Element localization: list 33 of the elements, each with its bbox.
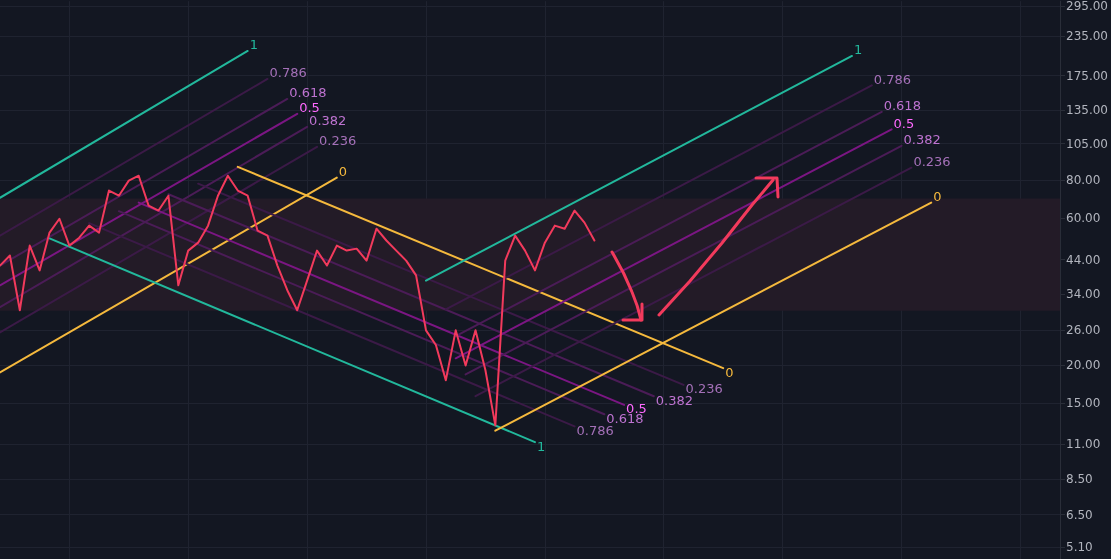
series-label: 0.786 (873, 71, 911, 87)
series-label: 0.236 (319, 133, 357, 149)
series-label: 0.236 (913, 154, 951, 170)
y-tick-label: 26.00 (1066, 322, 1101, 337)
series-label: 0.618 (289, 85, 327, 101)
y-tick-label: 60.00 (1066, 211, 1101, 226)
series-label: 0.5 (299, 100, 320, 116)
y-tick-label: 44.00 (1066, 252, 1101, 267)
series-label: 0.382 (309, 113, 347, 129)
series-label: 1 (249, 37, 258, 53)
series-label: 0.618 (883, 98, 921, 114)
y-tick-label: 8.50 (1066, 471, 1093, 486)
series-label: 0.382 (903, 132, 941, 148)
y-tick-label: 15.00 (1066, 396, 1101, 411)
y-tick-label: 105.00 (1066, 136, 1109, 151)
y-tick-label: 5.10 (1066, 539, 1093, 554)
series-label: 0.786 (576, 422, 614, 438)
y-tick-label: 235.00 (1066, 29, 1109, 44)
y-tick-label: 11.00 (1066, 437, 1101, 452)
y-tick-label: 295.00 (1066, 0, 1109, 13)
series-label: 0.5 (893, 115, 915, 131)
y-tick-label: 6.50 (1066, 507, 1093, 522)
series-label: 0 (933, 189, 942, 205)
y-tick-label: 20.00 (1066, 357, 1101, 372)
series-label: 0 (338, 164, 348, 180)
y-tick-label: 34.00 (1066, 287, 1101, 302)
y-tick-label: 135.00 (1066, 103, 1109, 118)
series-label: 1 (853, 42, 863, 58)
y-tick-label: 80.00 (1066, 172, 1101, 187)
y-tick-label: 175.00 (1066, 68, 1109, 83)
series-label: 0.786 (269, 65, 307, 81)
series-label: 0 (725, 364, 734, 380)
series-label: 1 (536, 438, 546, 454)
